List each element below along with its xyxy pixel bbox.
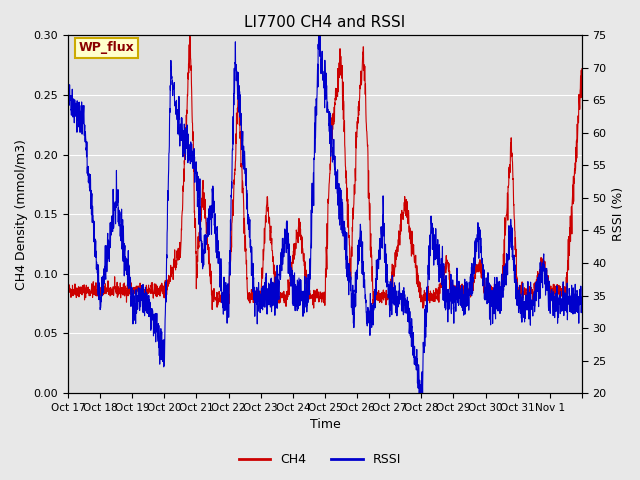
- Legend: CH4, RSSI: CH4, RSSI: [234, 448, 406, 471]
- Text: WP_flux: WP_flux: [78, 41, 134, 54]
- Y-axis label: RSSI (%): RSSI (%): [612, 187, 625, 241]
- Y-axis label: CH4 Density (mmol/m3): CH4 Density (mmol/m3): [15, 139, 28, 289]
- Title: LI7700 CH4 and RSSI: LI7700 CH4 and RSSI: [244, 15, 406, 30]
- X-axis label: Time: Time: [310, 419, 340, 432]
